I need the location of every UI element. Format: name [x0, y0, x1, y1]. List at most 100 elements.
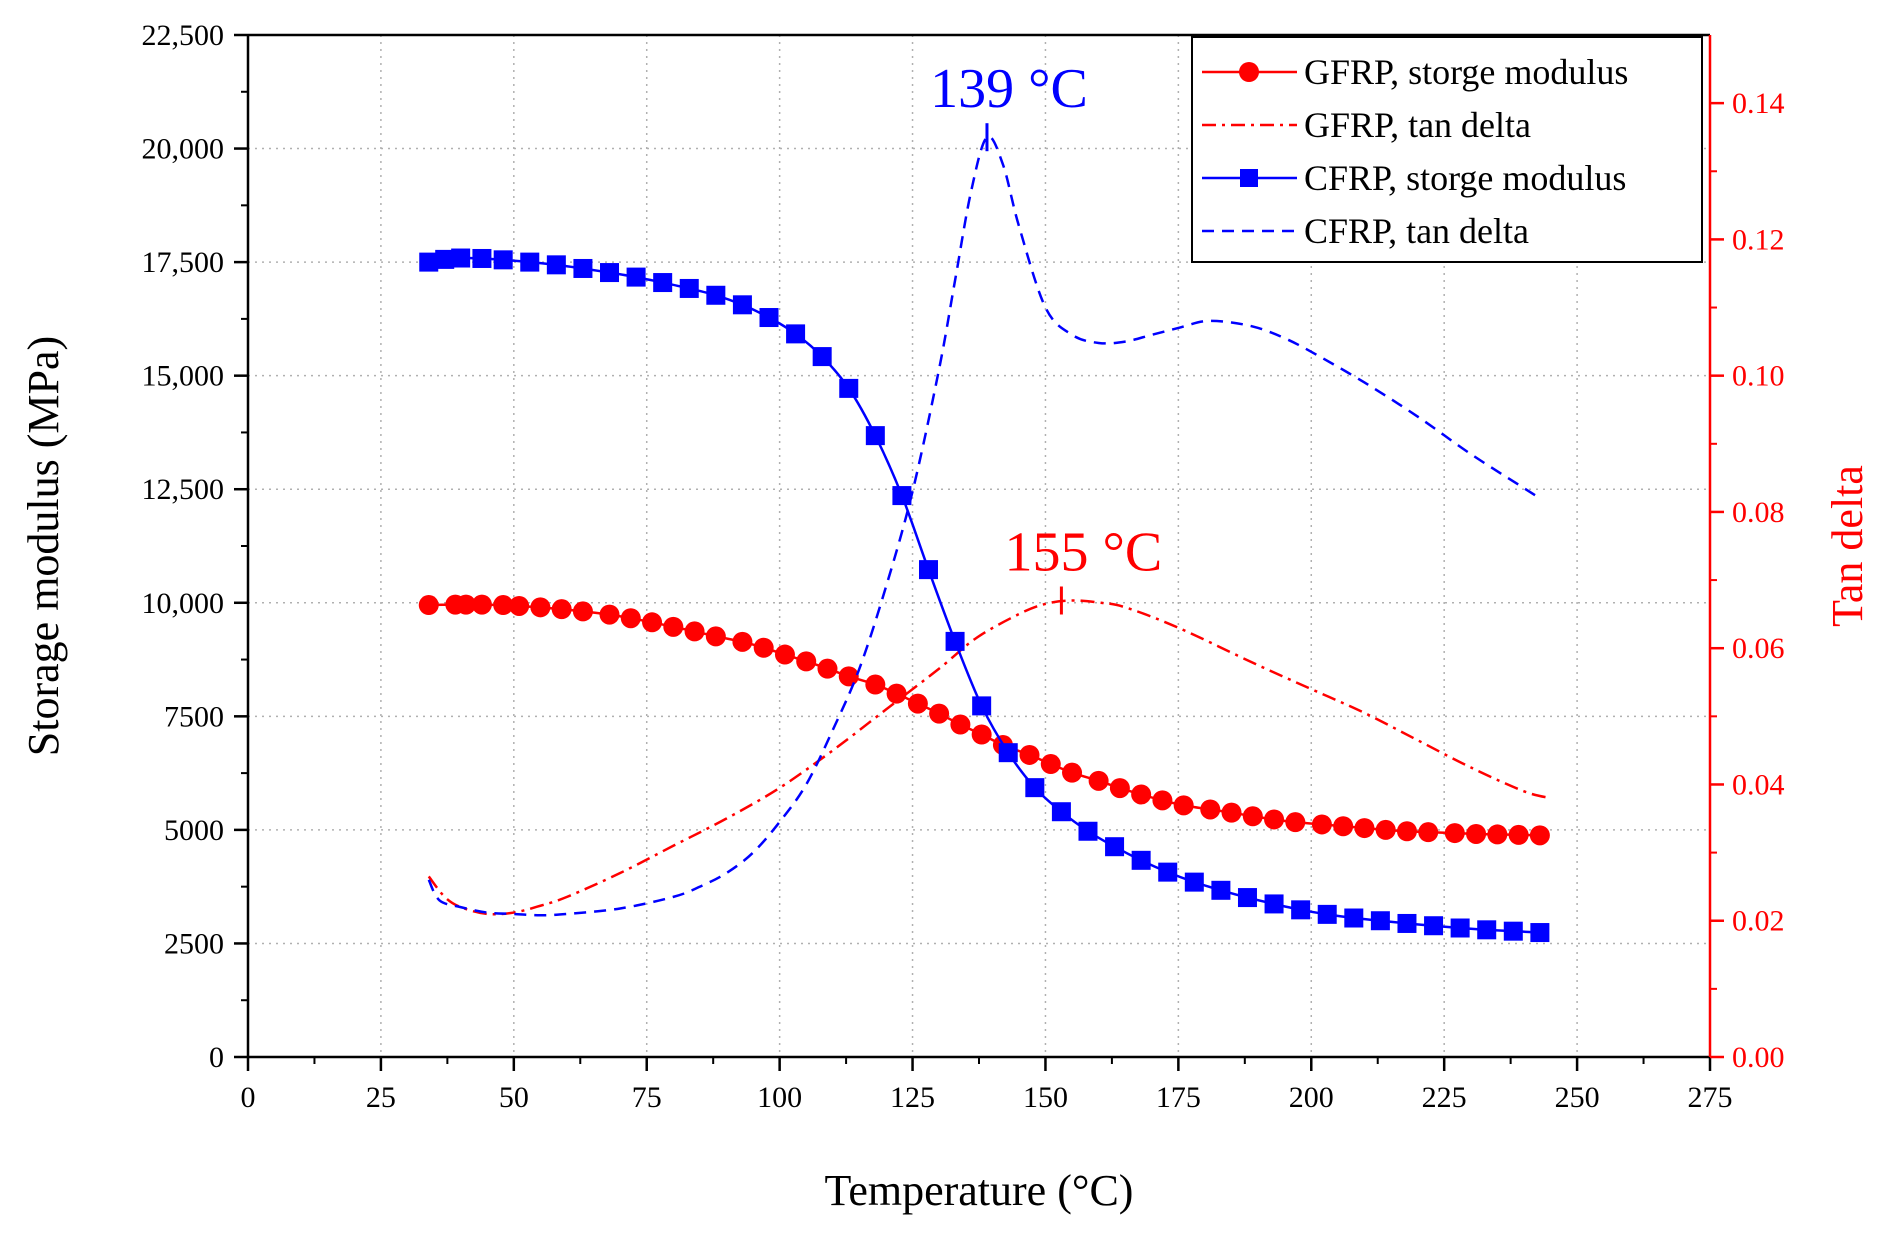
data-point-square [1291, 900, 1311, 920]
data-point-square [1051, 802, 1071, 822]
data-point-square [1237, 888, 1257, 908]
data-point-circle [950, 714, 971, 735]
y-axis-left-label: Storage modulus (MPa) [19, 336, 68, 756]
y-left-tick-label: 7500 [164, 700, 224, 733]
data-point-circle [774, 644, 795, 665]
y-left-tick-label: 22,500 [142, 19, 225, 52]
peak-label: 155 °C [1005, 522, 1163, 584]
legend-box [1191, 36, 1703, 263]
data-point-circle [572, 601, 593, 622]
data-point-circle [838, 666, 859, 687]
x-tick-label: 0 [241, 1081, 256, 1114]
data-point-square [1078, 821, 1098, 841]
data-point-circle [1221, 802, 1242, 823]
data-point-circle [1487, 824, 1508, 845]
x-axis-label: Temperature (°C) [825, 1166, 1134, 1215]
legend: GFRP, storge modulus GFRP, tan delta CFRP,… [1191, 36, 1703, 263]
y-left-tick-label: 10,000 [142, 587, 225, 620]
data-point-square [1264, 894, 1284, 914]
x-tick-label: 150 [1023, 1081, 1068, 1114]
data-point-circle [642, 612, 663, 633]
data-point-circle [1131, 784, 1152, 805]
data-point-circle [599, 604, 620, 625]
data-point-square [472, 248, 492, 268]
data-point-circle [1173, 795, 1194, 816]
data-point-circle [1019, 744, 1040, 765]
data-point-square [1370, 911, 1390, 931]
data-point-square [1477, 920, 1497, 940]
data-point-circle [418, 595, 439, 616]
data-point-square [1184, 872, 1204, 892]
data-point-square [1317, 904, 1337, 924]
data-point-circle [1418, 822, 1439, 843]
y-right-tick-label: 0.12 [1732, 223, 1785, 256]
legend-label: CFRP, tan delta [1304, 211, 1529, 251]
data-point-square [1158, 862, 1178, 882]
x-tick-label: 50 [499, 1081, 529, 1114]
data-point-square [626, 267, 646, 287]
y-right-tick-label: 0.08 [1732, 496, 1785, 529]
data-point-circle [1396, 821, 1417, 842]
x-tick-label: 125 [890, 1081, 935, 1114]
data-point-circle [1311, 814, 1332, 835]
data-point-circle [684, 621, 705, 642]
series-line [427, 599, 1551, 916]
data-point-square [520, 252, 540, 272]
series-line [428, 603, 1540, 837]
data-point-square [945, 631, 965, 651]
data-point-square [653, 273, 673, 293]
data-point-square [839, 378, 859, 398]
y-left-tick-label: 2500 [164, 927, 224, 960]
legend-label: GFRP, tan delta [1304, 105, 1531, 145]
data-point-circle [663, 616, 684, 637]
data-point-square [998, 743, 1018, 763]
x-tick-label: 75 [632, 1081, 662, 1114]
x-tick-label: 225 [1422, 1081, 1467, 1114]
series-gfrp-tan-delta [427, 599, 1551, 916]
legend-swatch-circle [1239, 62, 1259, 82]
legend-label: CFRP, storge modulus [1304, 158, 1626, 198]
legend-swatch-square [1240, 169, 1258, 187]
y-left-tick-label: 5000 [164, 814, 224, 847]
data-point-circle [455, 594, 476, 615]
data-point-square [1450, 918, 1470, 938]
data-point-square [1344, 908, 1364, 928]
x-tick-label: 100 [757, 1081, 802, 1114]
y-left-tick-label: 15,000 [142, 360, 225, 393]
data-point-circle [753, 637, 774, 658]
y-right-tick-label: 0.14 [1732, 87, 1785, 120]
data-point-square [812, 347, 832, 367]
y-right-tick-label: 0.04 [1732, 768, 1785, 801]
data-point-square [892, 486, 912, 506]
data-point-circle [732, 631, 753, 652]
data-point-circle [1109, 778, 1130, 799]
data-point-circle [929, 703, 950, 724]
data-point-circle [796, 651, 817, 672]
data-point-circle [1444, 823, 1465, 844]
data-point-circle [1466, 823, 1487, 844]
data-point-square [1397, 913, 1417, 933]
data-point-square [573, 258, 593, 278]
plot-series [418, 135, 1551, 943]
data-point-square [451, 248, 471, 268]
data-point-square [1105, 837, 1125, 857]
x-tick-label: 25 [366, 1081, 396, 1114]
data-point-circle [886, 683, 907, 704]
data-point-square [786, 324, 806, 344]
data-point-circle [509, 595, 530, 616]
x-tick-label: 200 [1289, 1081, 1334, 1114]
y-axis-right-label: Tan delta [1823, 465, 1872, 627]
y-left-tick-label: 20,000 [142, 133, 225, 166]
y-right-tick-label: 0.00 [1732, 1041, 1785, 1074]
data-point-square [493, 250, 513, 270]
data-point-circle [971, 724, 992, 745]
data-point-square [1211, 880, 1231, 900]
data-point-circle [1529, 825, 1550, 846]
peak-annotations: 139 °C 155 °C [930, 58, 1163, 615]
data-point-circle [493, 595, 514, 616]
legend-item: GFRP, storge modulus [1202, 52, 1628, 92]
data-point-circle [1264, 809, 1285, 830]
data-point-circle [907, 693, 928, 714]
y-right-tick-label: 0.06 [1732, 632, 1785, 665]
